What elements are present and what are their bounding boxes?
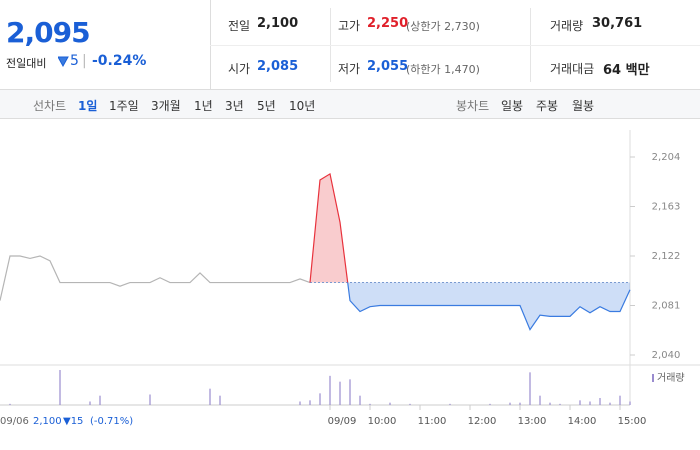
x-tick-label: 14:00 bbox=[568, 416, 597, 427]
stat-value: 2,085 bbox=[257, 59, 299, 74]
stat-value: 2,100 bbox=[257, 16, 299, 31]
tab-label: 봉차트 bbox=[456, 99, 490, 113]
x-tick-label: 13:00 bbox=[518, 416, 547, 427]
period-tab[interactable]: 5년 bbox=[257, 99, 276, 113]
x-tick-label: 12:00 bbox=[468, 416, 497, 427]
volume-bar bbox=[369, 403, 371, 405]
volume-bar bbox=[519, 402, 521, 405]
footer-change: ▼15 bbox=[63, 416, 83, 427]
change: 5 bbox=[70, 53, 79, 69]
x-tick-label: 09/09 bbox=[328, 416, 357, 427]
y-tick-label: 2,040 bbox=[652, 350, 681, 361]
volume-bar bbox=[619, 395, 621, 405]
price-line bbox=[0, 255, 311, 301]
x-tick-label: 11:00 bbox=[418, 416, 447, 427]
legend-swatch bbox=[652, 374, 654, 382]
volume-bar bbox=[219, 395, 221, 405]
price: 2,095 bbox=[6, 16, 91, 49]
volume-bar bbox=[99, 395, 101, 405]
volume-bar bbox=[559, 403, 561, 405]
footer-rate: (-0.71%) bbox=[90, 416, 133, 427]
volume-bar bbox=[629, 401, 631, 405]
period-tab[interactable]: 1일 bbox=[78, 99, 98, 113]
volume-bar bbox=[59, 370, 61, 405]
tab-bar bbox=[0, 90, 700, 119]
legend-label: 거래량 bbox=[657, 372, 685, 384]
stat-value: 30,761 bbox=[592, 16, 643, 31]
y-tick-label: 2,163 bbox=[652, 202, 681, 213]
price-line bbox=[309, 172, 631, 331]
x-tick-label: 15:00 bbox=[618, 416, 647, 427]
volume-bar bbox=[529, 372, 531, 405]
stat-value: 2,055 bbox=[367, 59, 409, 74]
stat-label: 저가 bbox=[338, 62, 361, 76]
volume-bar bbox=[609, 402, 611, 405]
y-tick-label: 2,204 bbox=[652, 152, 681, 163]
change-label: 전일대비 bbox=[6, 57, 47, 70]
separator: | bbox=[82, 53, 87, 69]
volume-bar bbox=[489, 403, 491, 405]
volume-bar bbox=[309, 400, 311, 405]
footer-date: 09/06 bbox=[0, 416, 29, 427]
candle-tab[interactable]: 월봉 bbox=[572, 99, 595, 113]
y-tick-label: 2,122 bbox=[652, 251, 681, 262]
volume-bar bbox=[599, 398, 601, 405]
volume-bar bbox=[589, 401, 591, 405]
period-tab[interactable]: 3년 bbox=[225, 99, 244, 113]
period-tab[interactable]: 1년 bbox=[194, 99, 213, 113]
down-icon bbox=[58, 56, 69, 67]
volume-bar bbox=[409, 403, 411, 405]
divider bbox=[0, 89, 700, 90]
stat-value: 2,250 bbox=[367, 16, 409, 31]
volume-bar bbox=[579, 400, 581, 405]
volume-bar bbox=[329, 375, 331, 405]
divider bbox=[210, 45, 700, 46]
x-tick-label: 10:00 bbox=[368, 416, 397, 427]
volume-bar bbox=[389, 402, 391, 405]
period-tab[interactable]: 1주일 bbox=[109, 99, 139, 113]
period-tab[interactable]: 3개월 bbox=[151, 99, 181, 113]
volume-bar bbox=[359, 395, 361, 405]
stat-label: 고가 bbox=[338, 19, 361, 33]
period-tab[interactable]: 10년 bbox=[289, 99, 316, 113]
chart: 거래량 09/06 2,100 ▼15 (-0.71%) 2,040 2,081 2… bbox=[0, 130, 700, 427]
volume-bar bbox=[319, 393, 321, 405]
change-rate: -0.24% bbox=[92, 53, 147, 69]
volume-bar bbox=[209, 388, 211, 405]
volume-bar bbox=[9, 403, 11, 405]
candle-tab[interactable]: 일봉 bbox=[501, 99, 524, 113]
stat-label: 시가 bbox=[228, 62, 251, 76]
stat-value: 64 백만 bbox=[603, 63, 650, 78]
volume-bar bbox=[449, 403, 451, 405]
footer-price: 2,100 bbox=[33, 416, 62, 427]
volume-bar bbox=[549, 402, 551, 405]
stat-note: (하한가 1,470) bbox=[406, 63, 480, 76]
volume-bar bbox=[539, 395, 541, 405]
volume-bar bbox=[149, 394, 151, 405]
stat-label: 거래대금 bbox=[550, 62, 595, 76]
price-area bbox=[310, 173, 630, 330]
stat-label: 거래량 bbox=[550, 19, 584, 33]
stat-note: (상한가 2,730) bbox=[406, 20, 480, 33]
volume-bar bbox=[509, 402, 511, 405]
stat-label: 전일 bbox=[228, 19, 251, 33]
volume-bar bbox=[339, 381, 341, 405]
tab-label: 선차트 bbox=[33, 99, 67, 113]
volume-bar bbox=[349, 379, 351, 405]
candle-tab[interactable]: 주봉 bbox=[536, 99, 559, 113]
volume-bar bbox=[89, 401, 91, 405]
volume-bar bbox=[299, 401, 301, 405]
y-tick-label: 2,081 bbox=[652, 301, 681, 312]
